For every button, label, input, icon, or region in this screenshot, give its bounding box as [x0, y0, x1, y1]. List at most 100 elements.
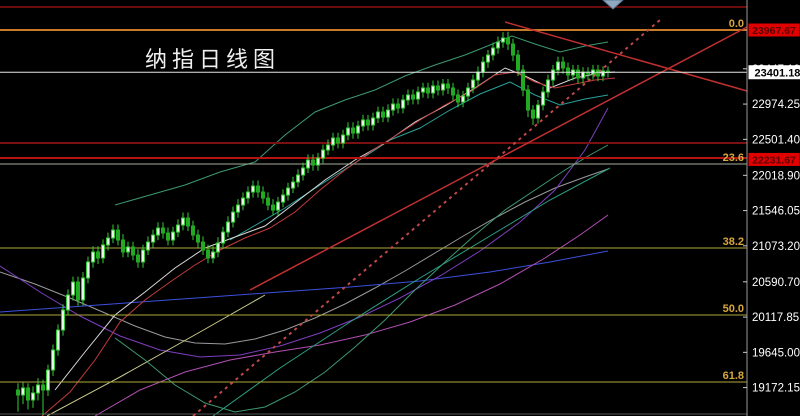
- candle: [401, 94, 405, 114]
- candle: [136, 249, 140, 268]
- candle: [491, 42, 495, 61]
- candle: [336, 132, 340, 149]
- candle: [476, 66, 480, 86]
- candle: [281, 189, 285, 208]
- candle: [201, 236, 205, 256]
- candle: [41, 379, 45, 415]
- fib-label-50.0: 50.0: [723, 303, 744, 315]
- violet-ma-line: [0, 107, 609, 358]
- candle: [601, 66, 605, 82]
- gray-ma-line: [0, 168, 609, 345]
- candle: [321, 144, 325, 164]
- candle: [141, 244, 145, 268]
- current-price-label: 23401.18: [748, 65, 800, 80]
- candle: [471, 74, 475, 94]
- candle: [311, 154, 315, 171]
- candle: [371, 112, 375, 131]
- candle: [221, 226, 225, 249]
- teal-rising-line: [212, 167, 611, 416]
- candle: [541, 86, 545, 111]
- candle: [286, 182, 290, 201]
- candle: [16, 383, 20, 412]
- magenta-ma-line: [94, 214, 609, 416]
- candle: [266, 192, 270, 211]
- candle: [546, 74, 550, 98]
- candle: [251, 180, 255, 198]
- candle: [176, 219, 180, 238]
- axis-tick-label: 22501.40: [752, 134, 800, 146]
- blue-ma-line: [0, 250, 609, 313]
- fib-label-0.0: 0.0: [729, 18, 744, 30]
- candle: [376, 106, 380, 124]
- candle: [161, 222, 165, 239]
- candle: [236, 199, 240, 218]
- candle: [246, 186, 250, 204]
- candle: [46, 364, 50, 396]
- axis-tick-label: 22974.25: [752, 99, 800, 111]
- candle: [586, 67, 590, 80]
- candle: [36, 378, 40, 401]
- axis-tick-label: 19645.00: [752, 347, 800, 359]
- descending-red-trendline: [504, 21, 748, 92]
- candle: [151, 229, 155, 248]
- candle: [216, 237, 220, 258]
- chart-title: 纳指日线图: [145, 48, 281, 73]
- candle: [301, 162, 305, 181]
- candle: [331, 132, 335, 151]
- candle: [171, 226, 175, 246]
- candle: [536, 99, 540, 124]
- candle: [486, 49, 490, 68]
- candle: [391, 98, 395, 116]
- down-triangle-marker-icon: [602, 0, 624, 10]
- candle: [271, 199, 275, 216]
- svg-text:23401.18: 23401.18: [755, 68, 800, 80]
- candle: [126, 241, 130, 258]
- candle: [51, 344, 55, 376]
- candle: [431, 80, 435, 99]
- axis-tick-label: 21073.20: [752, 241, 800, 253]
- candle: [101, 239, 105, 264]
- candle: [116, 224, 120, 246]
- candle: [436, 80, 440, 96]
- candle: [306, 154, 310, 174]
- candle: [181, 212, 185, 231]
- candle: [66, 289, 70, 316]
- candle: [386, 104, 390, 123]
- candle: [506, 31, 510, 50]
- candle: [56, 324, 60, 356]
- candle: [426, 82, 430, 99]
- candle: [356, 120, 360, 139]
- candle: [481, 56, 485, 78]
- candle: [396, 98, 400, 114]
- candle: [576, 64, 580, 84]
- candle: [531, 105, 535, 125]
- candle: [421, 82, 425, 98]
- candle: [86, 256, 90, 284]
- candle: [191, 220, 195, 241]
- candle: [406, 89, 410, 106]
- candle: [326, 139, 330, 156]
- ascending-red-trendline: [249, 26, 748, 291]
- candle: [596, 64, 600, 82]
- lower-band-line: [114, 144, 609, 413]
- axis-tick-label: 20590.70: [752, 277, 800, 289]
- candle: [351, 122, 355, 139]
- candle: [231, 206, 235, 228]
- candle: [261, 186, 265, 204]
- svg-text:22231.67: 22231.67: [752, 154, 796, 166]
- candle: [96, 246, 100, 264]
- candle: [551, 64, 555, 86]
- candle: [26, 383, 30, 410]
- candle: [561, 56, 565, 74]
- red-ma-line: [41, 71, 616, 416]
- candle: [21, 382, 25, 405]
- candle: [566, 62, 570, 81]
- candle: [461, 90, 465, 108]
- candle: [411, 89, 415, 105]
- candle: [256, 180, 260, 198]
- candle: [81, 272, 85, 306]
- candle: [496, 36, 500, 54]
- fib-label-38.2: 38.2: [723, 236, 744, 248]
- candle: [121, 234, 125, 258]
